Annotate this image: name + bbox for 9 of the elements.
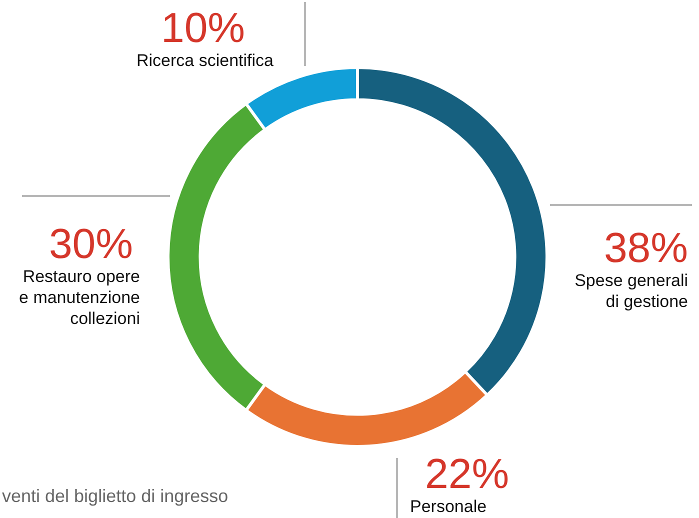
slice-label: Restauro opere e manutenzione collezioni	[19, 267, 140, 328]
slice-label: Personale	[410, 497, 487, 516]
data-label: 22%	[425, 450, 510, 497]
data-label: 38%	[604, 224, 688, 271]
data-label: 10%	[160, 4, 246, 51]
text: venti del biglietto di ingresso	[2, 486, 228, 506]
slice-label: Spese generali di gestione	[574, 271, 688, 311]
slice-label: Ricerca scientifica	[136, 51, 274, 70]
data-label: 30%	[48, 220, 133, 267]
